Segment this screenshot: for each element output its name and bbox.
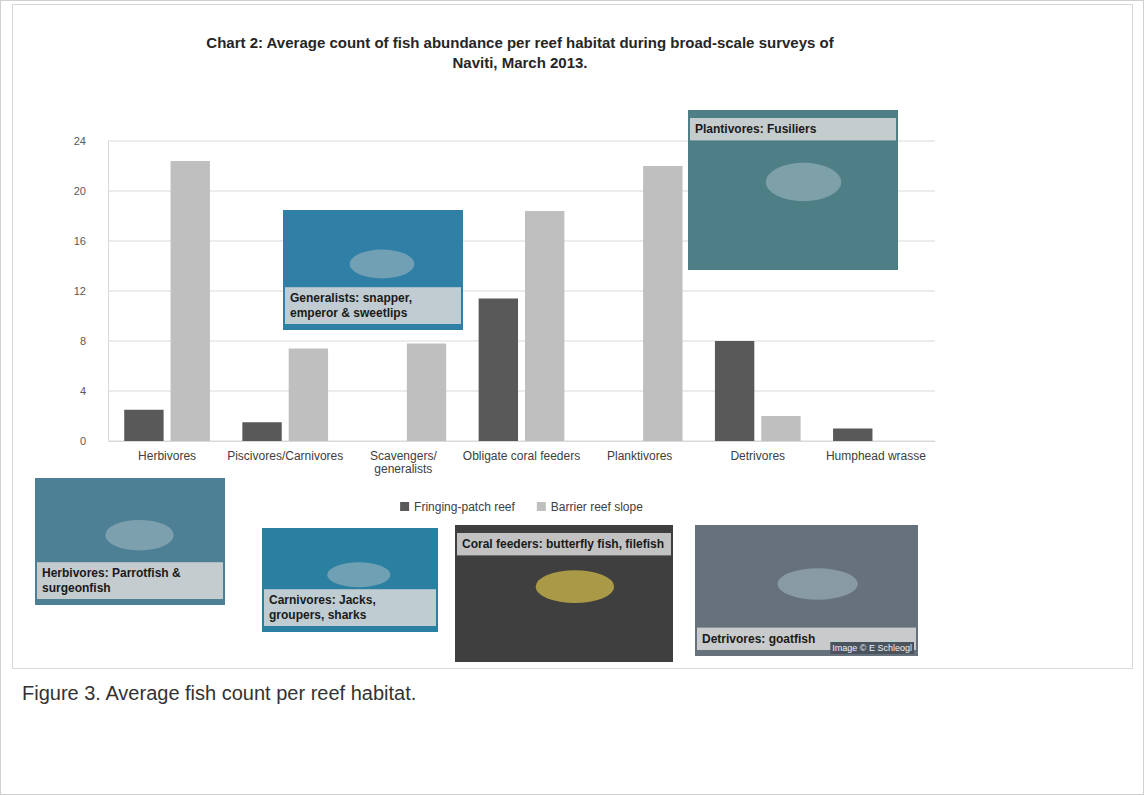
x-tick-label: Planktivores [607,449,672,463]
y-tick-label: 12 [74,285,86,297]
photo [688,110,898,270]
y-axis-line [108,142,109,442]
bar [171,161,210,441]
photo [455,525,673,662]
chart-title: Chart 2: Average count of fish abundance… [206,34,834,71]
bar [361,441,400,442]
photo-panel: Detrivores: goatfish [695,525,918,656]
bar [525,211,564,441]
photo-caption: Carnivores: Jacks,groupers, sharks [269,593,376,621]
x-axis: Herbivores Piscivores/Carnivores Scavenger… [109,441,936,476]
grid-line [108,341,935,342]
x-tick-label: Herbivores [138,449,196,463]
y-tick: 4 [80,385,108,397]
credit-patch [830,642,914,654]
x-tick: Planktivores [607,441,672,463]
y-tick: 16 [74,235,108,247]
photo-fish [778,568,858,599]
legend-item: Fringing-patch reef [400,500,515,514]
y-tick-label: 8 [80,335,86,347]
bar [643,166,682,441]
x-tick-label: Detrivores [730,449,785,463]
photo-panel: Carnivores: Jacks,groupers, sharks [262,528,438,632]
x-tick: Humphead wrasse [826,441,926,463]
legend-label: Fringing-patch reef [414,500,515,514]
photo [262,528,438,632]
photo-panel: Plantivores: Fusiliers [688,110,898,270]
bar [407,344,446,442]
image-credit: Image © E Schleogl [832,643,912,653]
y-tick-label: 0 [80,435,86,447]
y-tick: 12 [74,285,108,297]
y-tick: 24 [74,135,108,147]
photo-fish [536,570,614,603]
photo-caption: Plantivores: Fusiliers [695,122,817,136]
grid-line [108,441,935,442]
y-tick: 0 [80,435,108,447]
y-tick: 8 [80,335,108,347]
bar [289,349,328,442]
legend-swatch [537,502,546,511]
photo [695,525,918,656]
chart-frame [13,5,1133,669]
photo-panel: Herbivores: Parrotfish &surgeonfish [35,478,225,605]
photo-panel: Coral feeders: butterfly fish, filefish [455,525,673,662]
photo-caption: Coral feeders: butterfly fish, filefish [462,537,664,551]
photo-panel: Generalists: snapper,emperor & sweetlips [283,210,463,330]
x-tick: Herbivores [138,441,196,463]
x-tick-label: Obligate coral feeders [463,449,580,463]
x-tick-label: Humphead wrasse [826,449,926,463]
photo [283,210,463,330]
y-tick-label: 24 [74,135,86,147]
legend-item: Barrier reef slope [537,500,643,514]
legend-label: Barrier reef slope [551,500,643,514]
photos: Generalists: snapper,emperor & sweetlips… [35,110,918,662]
x-tick: Piscivores/Carnivores [227,441,343,463]
photo-caption: Detrivores: goatfish [702,632,815,646]
y-tick-label: 20 [74,185,86,197]
legend-swatch [400,502,409,511]
bar [761,416,800,441]
bar [715,341,754,441]
y-tick: 20 [74,185,108,197]
photo-fish [350,250,415,279]
bar [242,422,281,441]
y-tick-label: 4 [80,385,86,397]
legend: Fringing-patch reef Barrier reef slope [400,500,643,514]
bar-series [124,299,872,442]
bar [833,429,872,442]
photo-caption: Generalists: snapper,emperor & sweetlips [290,291,412,319]
y-tick-label: 16 [74,235,86,247]
grid-line [108,291,935,292]
photo-fish [766,163,842,201]
x-tick-label: Scavengers/generalists [370,449,437,477]
chart-page: Chart 2: Average count of fish abundance… [0,0,1144,795]
caption-patch [264,589,436,626]
bar [879,441,918,442]
bar [124,410,163,441]
grid-line [108,391,935,392]
x-axis-line [109,441,936,442]
bar [479,299,518,442]
caption-patch [457,533,671,555]
caption-patch [285,287,461,324]
photo [35,478,225,605]
page-frame [1,1,1144,795]
y-axis: 0 4 8 12 16 20 24 [74,135,109,447]
photo-caption: Herbivores: Parrotfish &surgeonfish [42,566,181,594]
x-tick: Obligate coral feeders [463,441,580,463]
bar [597,441,636,442]
caption-patch [37,562,223,599]
x-tick: Detrivores [730,441,785,463]
caption-patch [690,118,896,140]
figure-caption: Figure 3. Average fish count per reef ha… [22,682,416,704]
grid [108,141,935,441]
photo-fish [327,562,390,587]
x-tick-label: Piscivores/Carnivores [227,449,343,463]
photo-fish [105,520,173,550]
x-tick: Scavengers/generalists [370,441,437,476]
